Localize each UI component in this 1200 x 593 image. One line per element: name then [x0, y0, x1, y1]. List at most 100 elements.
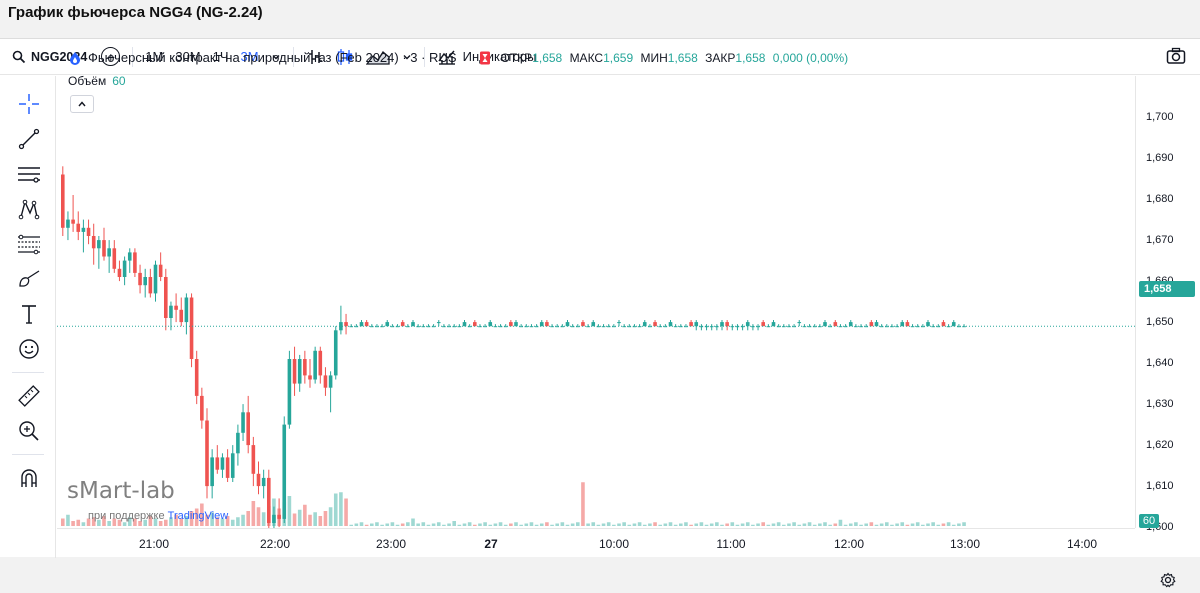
- crosshair-tool[interactable]: [16, 91, 42, 117]
- volume-bar: [704, 524, 709, 526]
- volume-bar: [591, 522, 596, 526]
- candle-body: [385, 322, 390, 327]
- brush-tool[interactable]: [16, 266, 42, 292]
- volume-bar: [127, 517, 132, 526]
- volume-bar: [709, 523, 714, 526]
- volume-bar: [400, 523, 405, 526]
- candle-body: [102, 240, 106, 257]
- volume-bar: [514, 522, 518, 526]
- candle-body: [782, 326, 786, 328]
- bars-style-button[interactable]: [300, 44, 330, 70]
- volume-bar: [370, 523, 374, 526]
- candle-body: [776, 326, 781, 328]
- candle-body: [169, 305, 173, 318]
- zoom-in-tool[interactable]: [16, 418, 42, 444]
- candle-body: [359, 322, 364, 327]
- price-tick-label: 1,680: [1146, 193, 1174, 205]
- candlestick-chart[interactable]: [57, 76, 1135, 528]
- volume-bar: [833, 523, 838, 526]
- candle-body: [323, 375, 328, 388]
- volume-bar: [483, 522, 487, 526]
- candle-body: [890, 326, 894, 328]
- interval-dropdown[interactable]: [265, 44, 287, 70]
- hourglass-icon: [479, 51, 490, 64]
- volume-bar: [725, 523, 729, 526]
- volume-bar: [679, 523, 683, 526]
- candle-body: [225, 457, 230, 478]
- toolbar-divider: [132, 46, 134, 67]
- candle-body: [194, 359, 199, 396]
- candle-body: [452, 326, 456, 328]
- candle-body: [344, 322, 348, 327]
- candle-body: [818, 326, 822, 328]
- candle-body: [550, 326, 554, 328]
- trend-line-icon: [18, 128, 40, 150]
- style-dropdown[interactable]: [396, 44, 418, 70]
- trend-line-tool[interactable]: [16, 126, 42, 152]
- volume-bar: [112, 518, 117, 526]
- collapse-legend-button[interactable]: [70, 95, 94, 113]
- candle-body: [189, 297, 194, 359]
- fib-tool[interactable]: [16, 231, 42, 257]
- candle-body: [591, 322, 596, 327]
- last-price-tag: 1,658: [1139, 281, 1195, 298]
- candle-body: [81, 227, 86, 232]
- candle-body: [648, 326, 652, 328]
- candles-style-button[interactable]: [330, 44, 360, 70]
- candle-body: [838, 326, 843, 328]
- ruler-tool[interactable]: [16, 383, 42, 409]
- volume-bar: [735, 524, 740, 526]
- volume-bar: [488, 524, 493, 526]
- interval-30m[interactable]: 30M: [175, 49, 201, 64]
- chart-pane[interactable]: [57, 76, 1135, 528]
- time-tick-label: 13:00: [949, 537, 981, 551]
- volume-bar: [333, 493, 338, 526]
- chart-settings-button[interactable]: [1160, 572, 1176, 593]
- candle-body: [658, 326, 662, 328]
- pattern-tool[interactable]: [16, 196, 42, 222]
- candle-body: [61, 174, 65, 228]
- volume-bar: [71, 521, 75, 526]
- snapshot-button[interactable]: [1166, 47, 1186, 68]
- candle-body: [71, 219, 75, 224]
- volume-bar: [215, 517, 220, 526]
- candle-body: [689, 322, 693, 327]
- interval-1h[interactable]: 1Ч: [212, 49, 229, 64]
- candle-body: [462, 322, 467, 327]
- volume-bar: [467, 522, 472, 526]
- volume-bar: [194, 508, 199, 526]
- gas-flame-icon: [70, 51, 80, 65]
- candle-body: [684, 326, 688, 328]
- interval-1m[interactable]: 1M: [145, 49, 164, 64]
- compare-button[interactable]: +: [95, 44, 126, 70]
- tradingview-link[interactable]: TradingView: [167, 510, 229, 522]
- candle-body: [76, 223, 81, 232]
- text-tool[interactable]: [16, 301, 42, 327]
- horizontal-lines-tool[interactable]: [16, 161, 42, 187]
- candle-body: [349, 326, 353, 328]
- volume-bar: [694, 523, 699, 526]
- volume-bar: [545, 522, 549, 526]
- volume-bar: [766, 524, 771, 526]
- candle-body: [241, 412, 245, 433]
- price-axis[interactable]: 1,7001,6901,6801,6701,6601,6501,6401,630…: [1135, 76, 1200, 533]
- candle-body: [277, 514, 281, 519]
- magnet-tool[interactable]: [16, 465, 42, 491]
- volume-bar: [406, 522, 410, 526]
- time-axis[interactable]: 21:00 22:00 23:00 27 10:00 11:00 12:00 13:00 14:…: [57, 528, 1135, 558]
- volume-bar: [174, 514, 178, 526]
- candle-body: [303, 359, 307, 376]
- candle-body: [586, 326, 590, 328]
- volume-bar: [349, 524, 353, 526]
- volume-bar: [236, 517, 240, 526]
- candle-body: [364, 322, 369, 327]
- candle-body: [251, 445, 256, 474]
- interval-3m[interactable]: 3M: [240, 49, 259, 64]
- candle-body: [843, 326, 848, 328]
- area-style-button[interactable]: [360, 44, 396, 70]
- time-tick-label: 10:00: [598, 537, 630, 551]
- candle-body: [895, 326, 899, 328]
- emoji-tool[interactable]: [16, 336, 42, 362]
- volume-bar: [184, 516, 189, 526]
- candle-body: [148, 277, 153, 294]
